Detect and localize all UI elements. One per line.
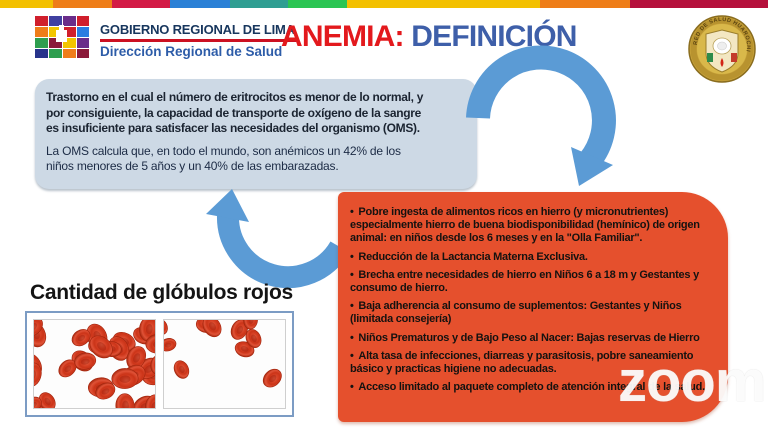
strip-segment	[53, 0, 112, 8]
cause-item: • Baja adherencia al consumo de suplemen…	[350, 300, 716, 326]
dense-red-blood-cells-image	[33, 319, 156, 409]
bullet-dot: •	[350, 206, 357, 218]
cause-item-text: Alta tasa de infecciones, diarreas y par…	[350, 349, 694, 375]
causes-list: • Pobre ingesta de alimentos ricos en hi…	[350, 206, 716, 394]
curved-arrow-right-down-icon	[466, 45, 616, 186]
top-strip	[0, 0, 768, 8]
cause-item-text: Reducción de la Lactancia Materna Exclus…	[358, 250, 588, 263]
cause-item-text: Acceso limitado al paquete completo de a…	[358, 381, 705, 394]
org-subtitle: Dirección Regional de Salud	[100, 44, 283, 59]
cause-item-text: Brecha entre necesidades de hierro en Ni…	[350, 268, 699, 294]
org-name: GOBIERNO REGIONAL DE LIMA	[100, 22, 295, 37]
cause-item-text: Baja adherencia al consumo de suplemento…	[350, 300, 682, 326]
cause-item: • Pobre ingesta de alimentos ricos en hi…	[350, 206, 716, 246]
strip-segment	[170, 0, 230, 8]
strip-segment	[230, 0, 288, 8]
definition-box: Trastorno en el cual el número de eritro…	[35, 79, 477, 189]
red-de-salud-huarochiri-seal: RED DE SALUD HUAROCHIRI	[687, 13, 756, 83]
strip-segment	[0, 0, 53, 8]
strip-segment	[540, 0, 630, 8]
bullet-dot: •	[350, 349, 357, 362]
gobierno-regional-lima-logo	[35, 16, 89, 58]
definition-text: Trastorno en el cual el número de eritro…	[46, 90, 424, 136]
seal-flame	[720, 58, 724, 67]
cause-item: • Niños Prematuros y de Bajo Peso al Nac…	[350, 332, 716, 345]
bullet-dot: •	[350, 381, 357, 394]
cause-item-text: Pobre ingesta de alimentos ricos en hier…	[350, 206, 700, 245]
puzzle-mosaic-icon	[35, 16, 89, 58]
cause-item-text: Niños Prematuros y de Bajo Peso al Nacer…	[358, 331, 700, 344]
title-word-definicion: DEFINICIÓN	[403, 20, 577, 53]
rbc-images-frame	[25, 311, 294, 417]
sparse-red-blood-cells-image	[163, 319, 286, 409]
causes-box: • Pobre ingesta de alimentos ricos en hi…	[338, 192, 728, 422]
strip-segment	[347, 0, 540, 8]
oms-statistics-text: La OMS calcula que, en todo el mundo, so…	[46, 143, 401, 174]
cause-item: • Reducción de la Lactancia Materna Excl…	[350, 251, 716, 264]
bullet-dot: •	[350, 268, 357, 281]
bullet-dot: •	[350, 300, 357, 313]
page-title: ANEMIA: DEFINICIÓN	[281, 20, 577, 54]
strip-segment	[112, 0, 170, 8]
rbc-section-heading: Cantidad de glóbulos rojos	[30, 281, 293, 304]
cause-item: • Brecha entre necesidades de hierro en …	[350, 269, 716, 295]
title-word-anemia: ANEMIA:	[281, 20, 405, 53]
bullet-dot: •	[350, 331, 357, 344]
strip-segment	[630, 0, 768, 8]
curved-arrow-left-up-icon	[206, 189, 350, 289]
strip-segment	[288, 0, 347, 8]
bullet-dot: •	[350, 250, 357, 263]
org-red-rule	[100, 39, 298, 42]
cause-item: • Acceso limitado al paquete completo de…	[350, 381, 716, 394]
cause-item: • Alta tasa de infecciones, diarreas y p…	[350, 350, 716, 376]
org-header: GOBIERNO REGIONAL DE LIMA Dirección Regi…	[100, 22, 298, 59]
zoom-watermark: zoom	[618, 349, 766, 414]
